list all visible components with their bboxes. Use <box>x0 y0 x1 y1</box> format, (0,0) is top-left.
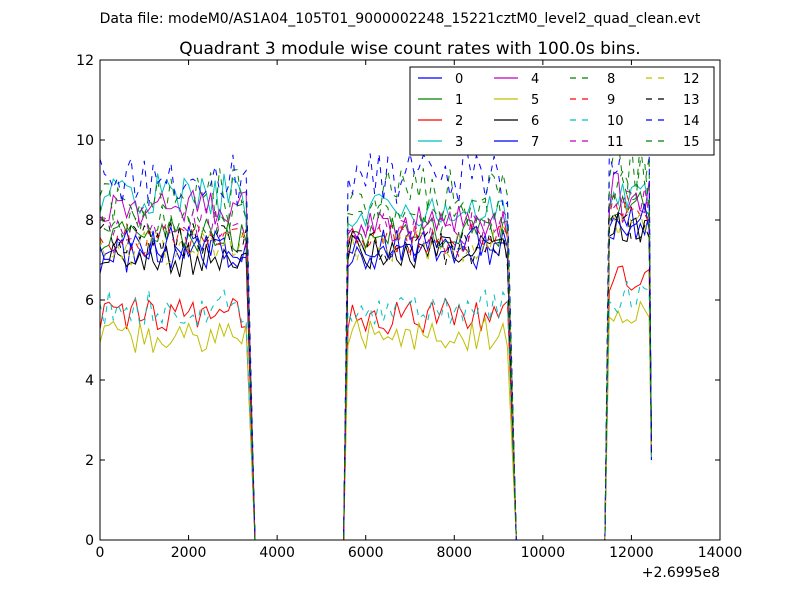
x-tick-label: 12000 <box>609 545 654 561</box>
legend-frame <box>409 66 715 156</box>
x-offset-label: +2.6995e8 <box>642 565 720 581</box>
legend-label-12: 12 <box>683 72 700 87</box>
x-tick-label: 10000 <box>521 545 566 561</box>
x-tick-label: 0 <box>96 545 105 561</box>
series-line-0 <box>99 206 652 541</box>
legend-label-13: 13 <box>683 93 700 108</box>
legend-label-8: 8 <box>607 72 615 87</box>
series-line-7 <box>99 203 652 541</box>
series-line-6 <box>99 212 652 541</box>
legend-label-0: 0 <box>455 72 463 87</box>
chart-title: Quadrant 3 module wise count rates with … <box>179 39 640 59</box>
legend-label-11: 11 <box>607 135 624 150</box>
legend-label-3: 3 <box>455 135 463 150</box>
series-line-5 <box>99 300 652 541</box>
x-tick-label: 8000 <box>436 545 472 561</box>
y-tick-label: 4 <box>85 373 94 389</box>
plot-series-group <box>99 134 652 541</box>
legend-label-6: 6 <box>531 114 539 129</box>
series-line-8 <box>99 140 652 541</box>
legend-label-9: 9 <box>607 93 615 108</box>
series-line-13 <box>99 211 652 541</box>
y-tick-label: 12 <box>76 53 94 69</box>
y-tick-label: 8 <box>85 213 94 229</box>
series-line-4 <box>99 171 652 541</box>
y-tick-label: 2 <box>85 453 94 469</box>
series-line-12 <box>99 207 652 541</box>
series-line-14 <box>99 134 652 541</box>
legend-label-1: 1 <box>455 93 463 108</box>
y-tick-label: 6 <box>85 293 94 309</box>
legend-label-2: 2 <box>455 114 463 129</box>
series-line-11 <box>99 187 652 541</box>
legend-label-4: 4 <box>531 72 539 87</box>
x-tick-label: 6000 <box>348 545 384 561</box>
y-tick-label: 0 <box>85 533 94 549</box>
data-file-suptitle: Data file: modeM0/AS1A04_105T01_90000022… <box>100 11 701 27</box>
legend-label-14: 14 <box>683 114 700 129</box>
legend-label-5: 5 <box>531 93 539 108</box>
series-line-2 <box>99 265 652 541</box>
x-tick-label: 2000 <box>171 545 207 561</box>
legend-label-15: 15 <box>683 135 700 150</box>
x-tick-label: 14000 <box>698 545 743 561</box>
legend-label-7: 7 <box>531 135 539 150</box>
series-line-10 <box>99 281 652 541</box>
legend-label-10: 10 <box>607 114 624 129</box>
y-tick-label: 10 <box>76 133 94 149</box>
x-tick-label: 4000 <box>259 545 295 561</box>
axis-ticks: 0 2000 4000 6000 8000 10000 12000 1400002468101… <box>76 53 742 561</box>
